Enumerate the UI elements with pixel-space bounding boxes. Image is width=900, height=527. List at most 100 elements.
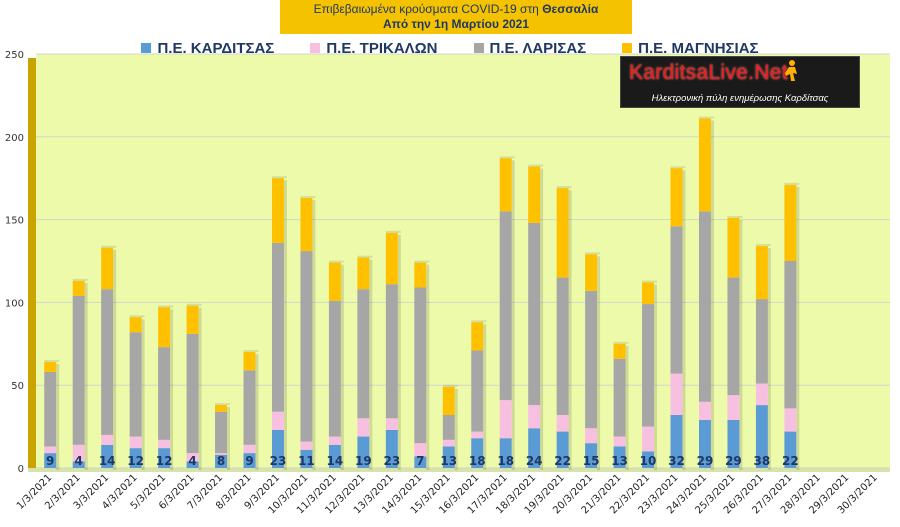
bar-cap <box>101 245 117 248</box>
data-label: 11 <box>298 454 315 468</box>
bar-segment <box>528 405 541 429</box>
bar-cap <box>442 384 458 387</box>
bar-segment <box>129 317 142 333</box>
y-tick-label: 100 <box>5 298 24 309</box>
bar-segment <box>727 395 740 420</box>
bar-shadow <box>84 282 88 298</box>
data-label: 9 <box>46 454 54 468</box>
bar-segment <box>243 352 256 371</box>
data-label: 23 <box>383 454 400 468</box>
title-line2: Από την 1η Μαρτίου 2021 <box>382 17 530 31</box>
data-label: 10 <box>640 454 657 468</box>
bar-shadow <box>767 407 771 470</box>
bar-shadow <box>397 420 401 432</box>
bar-segment <box>499 211 512 401</box>
bar-shadow <box>397 431 401 470</box>
y-tick-label: 200 <box>5 133 24 144</box>
bar-segment <box>499 400 512 439</box>
bar-segment <box>471 438 484 468</box>
bar-shadow <box>312 443 316 452</box>
bar-segment <box>357 289 370 419</box>
legend-label: Π.Ε. ΤΡΙΚΑΛΩΝ <box>326 39 438 57</box>
bar-shadow <box>767 301 771 386</box>
bar-shadow <box>340 438 344 447</box>
title-line1-prefix: Επιβεβαιωμένα κρούσματα COVID-19 στη <box>313 2 543 16</box>
bar-shadow <box>56 448 60 456</box>
bar-segment <box>528 428 541 468</box>
bar-segment <box>357 257 370 290</box>
bar-shadow <box>625 438 629 449</box>
title-line1: Επιβεβαιωμένα κρούσματα COVID-19 στη Θεσ… <box>280 0 632 17</box>
bar-shadow <box>597 292 601 431</box>
bar-shadow <box>739 421 743 470</box>
bar-segment <box>215 411 228 454</box>
title-line1-region: Θεσσαλία <box>542 2 599 16</box>
bars <box>44 116 800 470</box>
bar-segment <box>129 332 142 437</box>
x-axis-ticks: 1/3/20212/3/20213/3/20214/3/20215/3/2021… <box>15 472 880 516</box>
bar-shadow <box>682 170 686 229</box>
bar-shadow <box>710 403 714 422</box>
bar-shadow <box>397 286 401 421</box>
bar-shadow <box>397 234 401 287</box>
bar-segment <box>556 277 569 416</box>
bar-segment <box>243 444 256 454</box>
bar-shadow <box>141 438 145 451</box>
bar-segment <box>271 178 284 243</box>
chart-title: Επιβεβαιωμένα κρούσματα COVID-19 στη Θεσ… <box>280 0 632 34</box>
bar-segment <box>670 226 683 374</box>
bar-segment <box>414 456 427 468</box>
data-label: 19 <box>355 454 372 468</box>
bar-shadow <box>369 291 373 421</box>
bar-shadow <box>84 463 88 470</box>
bar-cap <box>414 260 430 263</box>
bar-segment <box>44 453 57 468</box>
bar-shadow <box>170 450 174 470</box>
bar-shadow <box>454 448 458 470</box>
bar-segment <box>158 307 171 348</box>
bar-shadow <box>227 413 231 456</box>
legend-label: Π.Ε. ΜΑΓΝΗΣΙΑΣ <box>638 39 759 57</box>
bar-segment <box>528 222 541 406</box>
bar-shadow <box>796 433 800 470</box>
bar-segment <box>784 261 797 409</box>
bar-shadow <box>454 417 458 442</box>
legend-swatch <box>622 43 633 53</box>
bar-shadow <box>796 186 800 263</box>
data-label: 4 <box>75 454 83 468</box>
bar-segment <box>613 343 626 359</box>
bar-segment <box>300 449 313 468</box>
bar-segment <box>585 428 598 444</box>
bar-shadow <box>654 306 658 429</box>
data-label: 29 <box>725 454 742 468</box>
bar-shadow <box>84 297 88 447</box>
bar-shadow <box>511 440 515 470</box>
bar-segment <box>471 350 484 432</box>
bar-shadow <box>625 360 629 439</box>
bar-segment <box>471 431 484 439</box>
bar-segment <box>72 295 85 445</box>
bar-segment <box>642 304 655 427</box>
bar-cap <box>158 305 174 308</box>
data-label: 23 <box>270 454 287 468</box>
bar-segment <box>727 419 740 468</box>
bar-shadow <box>56 373 60 449</box>
data-label: 18 <box>469 454 486 468</box>
bar-shadow <box>170 349 174 442</box>
bar-shadow <box>426 445 430 459</box>
bar-shadow <box>198 463 202 470</box>
bar-shadow <box>483 324 487 353</box>
bar-segment <box>499 438 512 468</box>
bar-shadow <box>170 441 174 451</box>
bar-shadow <box>796 263 800 411</box>
bar-shadow <box>113 436 117 447</box>
data-label: 4 <box>188 454 196 468</box>
bar-shadow <box>198 307 202 336</box>
bar-shadow <box>170 309 174 350</box>
bar-segment <box>698 118 711 212</box>
bar-segment <box>556 188 569 278</box>
bar-shadow <box>625 448 629 470</box>
bar-cap <box>585 252 601 255</box>
bar-segment <box>328 444 341 468</box>
bar-segment <box>727 217 740 278</box>
